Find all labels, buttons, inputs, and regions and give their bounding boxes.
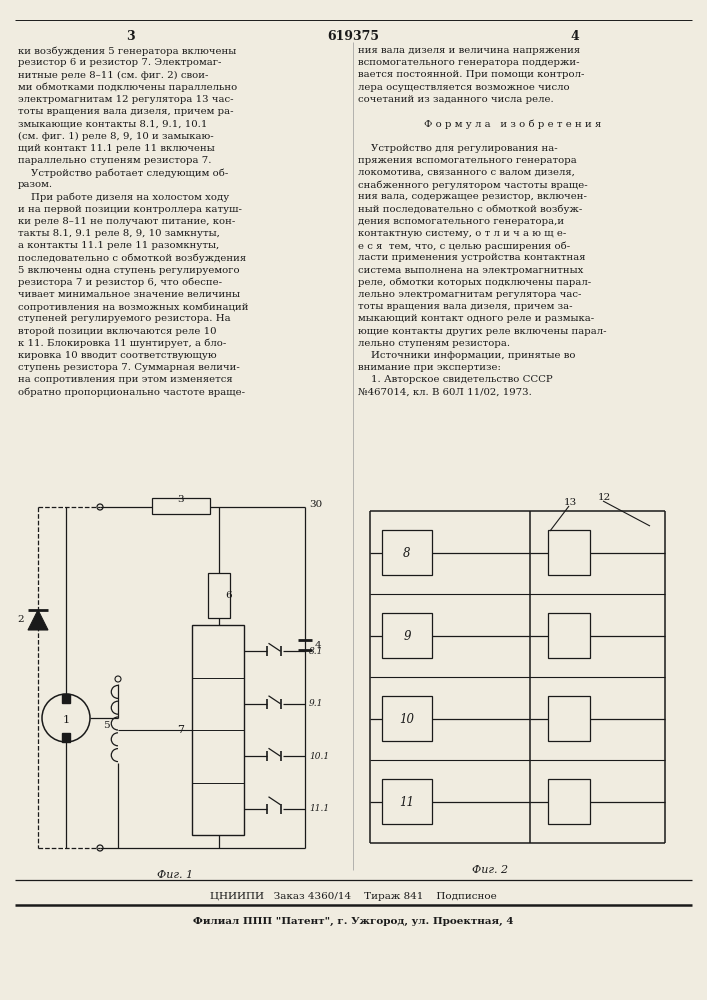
Text: реле, обмотки которых подключены парал-: реле, обмотки которых подключены парал- — [358, 278, 591, 287]
Text: вспомогательного генератора поддержи-: вспомогательного генератора поддержи- — [358, 58, 580, 67]
Text: Фиг. 1: Фиг. 1 — [157, 870, 193, 880]
Text: локомотива, связанного с валом дизеля,: локомотива, связанного с валом дизеля, — [358, 168, 575, 177]
Text: 13: 13 — [564, 498, 577, 507]
Text: ки реле 8–11 не получают питание, кон-: ки реле 8–11 не получают питание, кон- — [18, 217, 235, 226]
Text: змыкающие контакты 8.1, 9.1, 10.1: змыкающие контакты 8.1, 9.1, 10.1 — [18, 119, 207, 128]
Text: 11.1: 11.1 — [309, 804, 329, 813]
Text: чивает минимальное значение величины: чивает минимальное значение величины — [18, 290, 240, 299]
Text: электромагнитам 12 регулятора 13 час-: электромагнитам 12 регулятора 13 час- — [18, 95, 233, 104]
Text: ласти применения устройства контактная: ласти применения устройства контактная — [358, 253, 585, 262]
Bar — [548, 779, 590, 824]
Text: ми обмотками подключены параллельно: ми обмотками подключены параллельно — [18, 83, 238, 92]
Text: система выполнена на электромагнитных: система выполнена на электромагнитных — [358, 266, 583, 275]
Text: ступень резистора 7. Суммарная величи-: ступень резистора 7. Суммарная величи- — [18, 363, 240, 372]
Text: ния вала дизеля и величина напряжения: ния вала дизеля и величина напряжения — [358, 46, 580, 55]
Bar — [382, 613, 432, 658]
Text: 4: 4 — [571, 30, 579, 43]
Text: Фиг. 2: Фиг. 2 — [472, 865, 508, 875]
Text: и на первой позиции контроллера катуш-: и на первой позиции контроллера катуш- — [18, 205, 242, 214]
Text: 9.1: 9.1 — [309, 699, 323, 708]
Text: лельно ступеням резистора.: лельно ступеням резистора. — [358, 339, 510, 348]
Text: на сопротивления при этом изменяется: на сопротивления при этом изменяется — [18, 375, 233, 384]
Text: Филиал ППП "Патент", г. Ужгород, ул. Проектная, 4: Филиал ППП "Патент", г. Ужгород, ул. Про… — [193, 917, 513, 926]
Text: 30: 30 — [309, 500, 322, 509]
Text: 5: 5 — [103, 721, 110, 730]
Text: №467014, кл. В 60Л 11/02, 1973.: №467014, кл. В 60Л 11/02, 1973. — [358, 388, 532, 397]
Text: ющие контакты других реле включены парал-: ющие контакты других реле включены парал… — [358, 327, 607, 336]
Text: контактную систему, о т л и ч а ю щ е-: контактную систему, о т л и ч а ю щ е- — [358, 229, 566, 238]
Text: 7: 7 — [177, 725, 184, 735]
Text: ния вала, содержащее резистор, включен-: ния вала, содержащее резистор, включен- — [358, 192, 587, 201]
Text: второй позиции включаются реле 10: второй позиции включаются реле 10 — [18, 327, 216, 336]
Text: 1. Авторское свидетельство СССР: 1. Авторское свидетельство СССР — [358, 375, 553, 384]
Bar — [548, 696, 590, 741]
Text: сочетаний из заданного числа реле.: сочетаний из заданного числа реле. — [358, 95, 554, 104]
Text: 2: 2 — [18, 615, 24, 624]
Text: 4: 4 — [315, 641, 322, 650]
Text: 6: 6 — [225, 591, 232, 600]
Text: разом.: разом. — [18, 180, 53, 189]
Text: ки возбуждения 5 генератора включены: ки возбуждения 5 генератора включены — [18, 46, 236, 55]
Text: Ф о р м у л а   и з о б р е т е н и я: Ф о р м у л а и з о б р е т е н и я — [424, 119, 602, 129]
Text: лера осуществляется возможное число: лера осуществляется возможное число — [358, 83, 570, 92]
Text: нитные реле 8–11 (см. фиг. 2) свои-: нитные реле 8–11 (см. фиг. 2) свои- — [18, 70, 209, 80]
Text: 3: 3 — [177, 495, 185, 504]
Text: Устройство для регулирования на-: Устройство для регулирования на- — [358, 144, 558, 153]
Text: ступеней регулируемого резистора. На: ступеней регулируемого резистора. На — [18, 314, 230, 323]
Text: 11: 11 — [399, 796, 414, 809]
Text: резистор 6 и резистор 7. Электромаг-: резистор 6 и резистор 7. Электромаг- — [18, 58, 221, 67]
Text: кировка 10 вводит соответствующую: кировка 10 вводит соответствующую — [18, 351, 216, 360]
Polygon shape — [28, 610, 48, 630]
Text: 10.1: 10.1 — [309, 752, 329, 761]
Bar — [382, 779, 432, 824]
Text: е с я  тем, что, с целью расширения об-: е с я тем, что, с целью расширения об- — [358, 241, 570, 251]
Text: 3: 3 — [126, 30, 134, 43]
Text: внимание при экспертизе:: внимание при экспертизе: — [358, 363, 501, 372]
Text: 10: 10 — [399, 713, 414, 726]
Bar — [192, 625, 244, 835]
Bar — [62, 733, 70, 742]
Text: ный последовательно с обмоткой возбуж-: ный последовательно с обмоткой возбуж- — [358, 205, 583, 214]
Text: тоты вращения вала дизеля, причем ра-: тоты вращения вала дизеля, причем ра- — [18, 107, 233, 116]
Bar — [548, 530, 590, 575]
Text: 12: 12 — [598, 493, 612, 502]
Text: (см. фиг. 1) реле 8, 9, 10 и замыкаю-: (см. фиг. 1) реле 8, 9, 10 и замыкаю- — [18, 131, 214, 141]
Text: параллельно ступеням резистора 7.: параллельно ступеням резистора 7. — [18, 156, 211, 165]
Text: снабженного регулятором частоты враще-: снабженного регулятором частоты враще- — [358, 180, 588, 190]
Text: тоты вращения вала дизеля, причем за-: тоты вращения вала дизеля, причем за- — [358, 302, 573, 311]
Text: к 11. Блокировка 11 шунтирует, а бло-: к 11. Блокировка 11 шунтирует, а бло- — [18, 339, 226, 348]
Text: 5 включены одна ступень регулируемого: 5 включены одна ступень регулируемого — [18, 266, 240, 275]
Text: обратно пропорционально частоте враще-: обратно пропорционально частоте враще- — [18, 388, 245, 397]
Bar — [382, 530, 432, 575]
Bar — [548, 613, 590, 658]
Text: Устройство работает следующим об-: Устройство работает следующим об- — [18, 168, 228, 178]
Text: щий контакт 11.1 реле 11 включены: щий контакт 11.1 реле 11 включены — [18, 144, 215, 153]
Text: такты 8.1, 9.1 реле 8, 9, 10 замкнуты,: такты 8.1, 9.1 реле 8, 9, 10 замкнуты, — [18, 229, 220, 238]
Text: 9: 9 — [403, 630, 411, 643]
Text: ЦНИИПИ   Заказ 4360/14    Тираж 841    Подписное: ЦНИИПИ Заказ 4360/14 Тираж 841 Подписное — [209, 892, 496, 901]
Text: пряжения вспомогательного генератора: пряжения вспомогательного генератора — [358, 156, 577, 165]
Text: дения вспомогательного генератора,и: дения вспомогательного генератора,и — [358, 217, 564, 226]
Text: При работе дизеля на холостом ходу: При работе дизеля на холостом ходу — [18, 192, 229, 202]
Text: сопротивления на возможных комбинаций: сопротивления на возможных комбинаций — [18, 302, 248, 312]
Text: вается постоянной. При помощи контрол-: вается постоянной. При помощи контрол- — [358, 70, 585, 79]
Text: лельно электромагнитам регулятора час-: лельно электромагнитам регулятора час- — [358, 290, 581, 299]
Text: 8.1: 8.1 — [309, 647, 323, 656]
Text: последовательно с обмоткой возбуждения: последовательно с обмоткой возбуждения — [18, 253, 246, 263]
Text: мыкающий контакт одного реле и размыка-: мыкающий контакт одного реле и размыка- — [358, 314, 594, 323]
Bar — [382, 696, 432, 741]
Bar — [208, 573, 230, 618]
Text: резистора 7 и резистор 6, что обеспе-: резистора 7 и резистор 6, что обеспе- — [18, 278, 222, 287]
Text: Источники информации, принятые во: Источники информации, принятые во — [358, 351, 575, 360]
Text: 8: 8 — [403, 547, 411, 560]
Text: а контакты 11.1 реле 11 разомкнуты,: а контакты 11.1 реле 11 разомкнуты, — [18, 241, 219, 250]
Bar — [152, 498, 210, 514]
Text: 619375: 619375 — [327, 30, 379, 43]
Text: 1: 1 — [62, 715, 69, 725]
Bar — [62, 694, 70, 703]
